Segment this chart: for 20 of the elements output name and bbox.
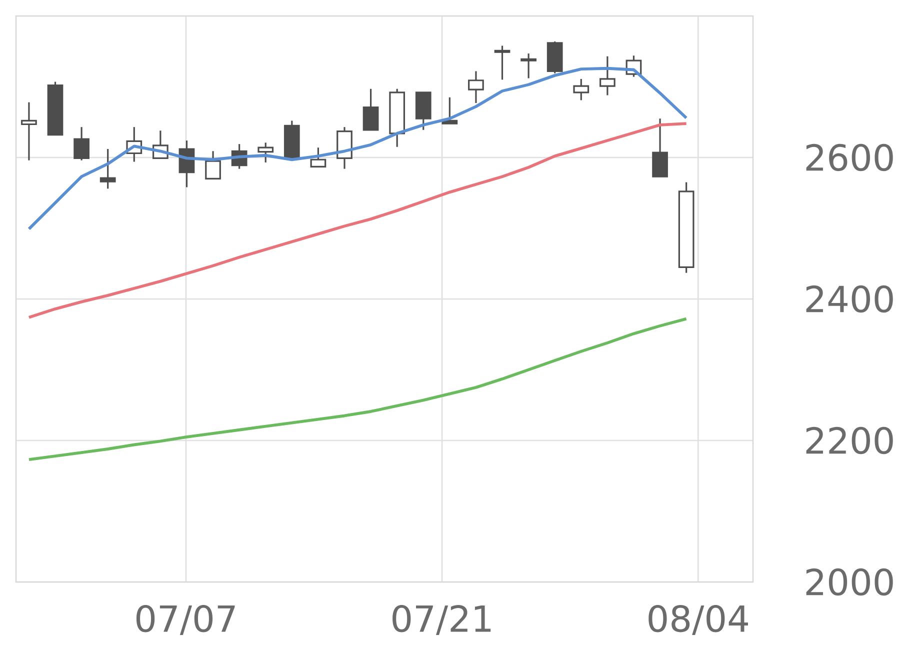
candlestick [468,70,484,104]
candlestick [205,150,221,180]
candlestick [573,78,590,101]
x-tick-label: 07/07 [136,604,235,636]
candlestick [442,96,458,124]
candlestick [520,52,536,80]
candlestick [258,142,274,164]
x-tick-label: 08/04 [648,604,748,636]
candlestick [74,126,90,162]
candlestick [494,44,510,80]
candlestick [600,56,616,96]
x-tick-label: 07/21 [392,604,491,636]
candlestick [100,148,116,190]
y-tick-label: 2000 [806,568,893,596]
y-tick-label: 2200 [806,426,893,454]
candlestick [310,146,326,168]
candlestick [362,88,379,131]
candlestick [21,102,37,162]
y-tick-label: 2400 [806,285,893,313]
y-tick-label: 2600 [806,144,893,172]
